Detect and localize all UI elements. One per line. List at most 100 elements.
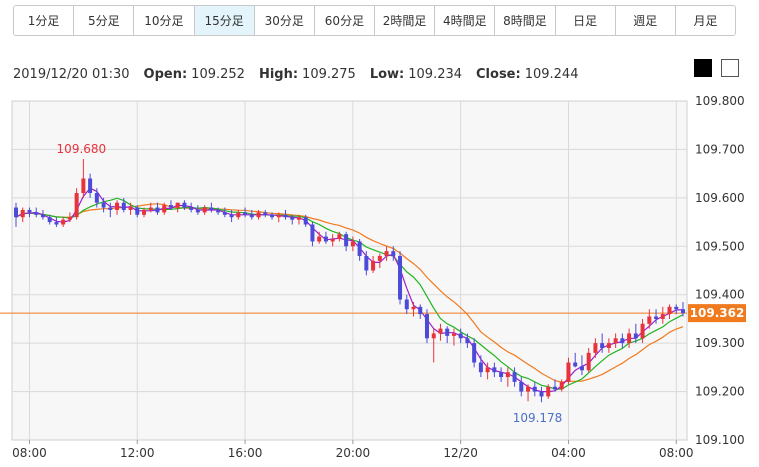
candle bbox=[398, 251, 403, 305]
candle bbox=[337, 231, 342, 242]
candle bbox=[135, 205, 140, 218]
candle-body bbox=[579, 366, 584, 371]
candle-body bbox=[499, 372, 504, 378]
candle bbox=[88, 173, 93, 198]
candle bbox=[61, 217, 66, 227]
tab-timeframe-8[interactable]: 4時間足 bbox=[435, 6, 496, 35]
candle bbox=[344, 231, 349, 252]
candle-body bbox=[121, 202, 126, 210]
low-label: Low: bbox=[369, 67, 405, 82]
candle-body bbox=[20, 209, 25, 218]
candle bbox=[485, 362, 490, 380]
candle-body bbox=[532, 386, 537, 392]
tab-timeframe-3[interactable]: 10分足 bbox=[134, 6, 195, 35]
candle-body bbox=[512, 372, 517, 382]
candle-body bbox=[94, 193, 99, 203]
y-tick-label: 109.800 bbox=[695, 94, 745, 108]
candle-body bbox=[310, 224, 315, 242]
candle-body bbox=[472, 343, 477, 363]
candle-body bbox=[357, 241, 362, 256]
tab-timeframe-4[interactable]: 15分足 bbox=[194, 6, 255, 35]
candle bbox=[168, 200, 173, 210]
candle-body bbox=[243, 212, 248, 215]
candle-body bbox=[377, 255, 382, 261]
candle-body bbox=[128, 207, 133, 210]
candle-body bbox=[398, 255, 403, 300]
candle bbox=[384, 246, 389, 261]
candle-body bbox=[519, 381, 524, 392]
tab-timeframe-11[interactable]: 週足 bbox=[615, 6, 676, 35]
candle bbox=[142, 207, 147, 218]
candle bbox=[546, 384, 551, 399]
candle bbox=[600, 333, 605, 353]
candle bbox=[674, 304, 679, 315]
candle bbox=[640, 318, 645, 344]
high-annotation: 109.680 bbox=[57, 142, 107, 156]
candle bbox=[249, 209, 254, 220]
candle-body bbox=[593, 343, 598, 353]
candle-body bbox=[546, 386, 551, 397]
dark-theme-swatch[interactable] bbox=[694, 59, 712, 77]
open-value: 109.252 bbox=[191, 67, 245, 82]
candle-body bbox=[404, 299, 409, 310]
tab-timeframe-6[interactable]: 60分足 bbox=[314, 6, 376, 35]
candle-body bbox=[317, 236, 322, 242]
candle bbox=[586, 347, 591, 373]
tab-timeframe-2[interactable]: 5分足 bbox=[74, 6, 135, 35]
candle-body bbox=[552, 386, 557, 390]
tab-timeframe-10[interactable]: 日足 bbox=[555, 6, 616, 35]
candle-body bbox=[88, 178, 93, 194]
candle bbox=[526, 384, 531, 402]
candle bbox=[532, 381, 537, 397]
candle bbox=[411, 301, 416, 317]
ma-short-line bbox=[15, 187, 684, 393]
candle-body bbox=[108, 207, 113, 210]
candle bbox=[290, 214, 295, 225]
candle-body bbox=[573, 362, 578, 367]
candle-body bbox=[620, 338, 625, 344]
candle-body bbox=[674, 306, 679, 310]
tab-timeframe-1[interactable]: 1分足 bbox=[14, 6, 75, 35]
candle bbox=[128, 202, 133, 215]
candle bbox=[418, 304, 423, 319]
candle-body bbox=[162, 205, 167, 213]
candle-body bbox=[283, 214, 288, 218]
candle bbox=[445, 326, 450, 344]
candle-body bbox=[209, 207, 214, 210]
candle bbox=[40, 209, 45, 220]
candle bbox=[222, 207, 227, 218]
candle-body bbox=[249, 214, 254, 218]
candle bbox=[391, 246, 396, 261]
tab-timeframe-9[interactable]: 8時間足 bbox=[495, 6, 556, 35]
current-price-label: 109.362 bbox=[690, 306, 745, 320]
candle-body bbox=[424, 314, 429, 339]
candle bbox=[54, 217, 59, 227]
candle-body bbox=[27, 209, 32, 213]
tab-timeframe-7[interactable]: 2時間足 bbox=[375, 6, 436, 35]
candle-body bbox=[566, 362, 571, 382]
candle bbox=[654, 309, 659, 324]
candle bbox=[451, 328, 456, 346]
candle bbox=[310, 222, 315, 247]
x-tick-label: 12/20 bbox=[443, 446, 478, 460]
candle-body bbox=[276, 214, 281, 218]
low-value: 109.234 bbox=[408, 67, 463, 82]
candle bbox=[148, 202, 153, 213]
candle bbox=[539, 386, 544, 403]
candle-body bbox=[303, 217, 308, 225]
candle bbox=[492, 362, 497, 378]
candle bbox=[633, 323, 638, 344]
candle-body bbox=[216, 209, 221, 213]
high-value: 109.275 bbox=[302, 67, 356, 82]
candle bbox=[371, 255, 376, 273]
tab-timeframe-12[interactable]: 月足 bbox=[675, 6, 735, 35]
light-theme-swatch[interactable] bbox=[721, 59, 739, 77]
candle bbox=[377, 253, 382, 269]
ohlc-readout: 2019/12/20 01:30 Open: 109.252 High: 109.275… bbox=[13, 67, 578, 82]
tab-timeframe-5[interactable]: 30分足 bbox=[254, 6, 315, 35]
candle-body bbox=[101, 202, 106, 208]
x-tick-label: 16:00 bbox=[228, 446, 263, 460]
candle-body bbox=[627, 333, 632, 344]
candle-body bbox=[323, 236, 328, 242]
ma-mid-line bbox=[15, 197, 684, 390]
